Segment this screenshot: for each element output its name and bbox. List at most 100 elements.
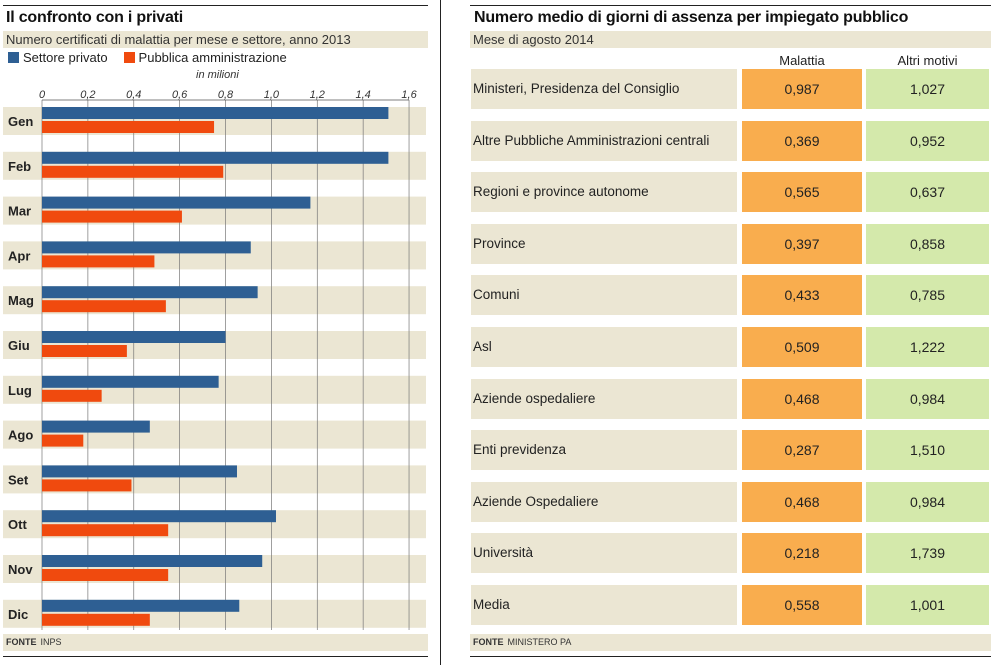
category-label: Gen [8, 114, 33, 129]
chart-unit-label: in milioni [196, 69, 239, 81]
cell-malattia: 0,369 [742, 120, 862, 161]
cell-altri: 0,984 [866, 378, 989, 419]
col-head-altri: Altri motivi [897, 53, 958, 68]
bar-pa [42, 255, 155, 268]
bar-privato [42, 420, 150, 433]
bar-privato [42, 241, 251, 254]
cell-malattia: 0,509 [742, 327, 862, 367]
top-rule-right [470, 5, 991, 6]
row-label: Università [471, 533, 737, 574]
x-tick-label: 1,6 [401, 89, 417, 101]
cell-altri: 0,785 [866, 275, 989, 316]
cell-altri: 0,952 [866, 120, 989, 161]
category-label: Mar [8, 204, 31, 219]
bar-privato [42, 286, 258, 299]
left-source-value: INPS [40, 637, 62, 647]
bar-pa [42, 345, 127, 357]
chart-legend: Settore privato Pubblica amministrazione [8, 50, 287, 65]
bar-privato [42, 599, 240, 612]
legend-item-privato: Settore privato [8, 50, 108, 65]
cell-altri: 1,739 [866, 533, 989, 574]
x-tick-label: 0,6 [172, 89, 188, 101]
x-tick-label: 0,2 [80, 89, 95, 101]
bar-chart: 0 0,2 0,4 0,6 0,8 1,0 1,2 1,4 1,6 Gen Feb Mar Apr Mag… [3, 89, 426, 630]
bottom-rule-right [470, 656, 991, 657]
bar-pa [42, 165, 224, 178]
left-subtitle: Numero certificati di malattia per mese … [3, 31, 428, 48]
category-label: Nov [8, 562, 33, 577]
bar-privato [42, 196, 311, 209]
left-source-label: FONTE [6, 637, 37, 647]
category-label: Lug [8, 383, 32, 398]
panel-separator [440, 0, 441, 665]
cell-malattia: 0,558 [742, 585, 862, 625]
bar-privato [42, 151, 389, 164]
category-label: Set [8, 472, 29, 487]
legend-item-pa: Pubblica amministrazione [123, 50, 287, 65]
cell-malattia: 0,218 [742, 533, 862, 574]
bar-pa [42, 389, 102, 402]
x-tick-label: 1,4 [356, 89, 371, 101]
row-label: Province [471, 223, 737, 264]
bar-privato [42, 510, 276, 523]
cell-malattia: 0,433 [742, 275, 862, 316]
bar-pa [42, 434, 84, 447]
bar-privato [42, 107, 389, 119]
left-source: FONTE INPS [3, 634, 428, 651]
cell-malattia: 0,565 [742, 172, 862, 213]
category-label: Feb [8, 159, 31, 174]
table-row: Ministeri, Presidenza del Consiglio 0,987… [471, 69, 989, 109]
row-label: Ministeri, Presidenza del Consiglio [471, 69, 737, 109]
x-tick-label: 0,8 [218, 89, 234, 101]
category-label: Apr [8, 248, 30, 263]
right-source-label: FONTE [473, 637, 504, 647]
table-row: Media 0,558 1,001 [471, 585, 989, 625]
x-tick-label: 0,4 [126, 89, 141, 101]
cell-malattia: 0,397 [742, 223, 862, 264]
table-row: Aziende Ospedaliere 0,468 0,984 [471, 481, 989, 522]
col-head-malattia: Malattia [779, 53, 825, 68]
legend-swatch-pa [123, 52, 135, 63]
cell-altri: 0,637 [866, 172, 989, 213]
legend-swatch-privato [8, 52, 19, 63]
bar-privato [42, 555, 263, 567]
legend-label-pa: Pubblica amministrazione [138, 50, 287, 65]
row-label: Regioni e province autonome [471, 172, 737, 213]
bar-privato [42, 331, 226, 343]
cell-altri: 1,027 [866, 69, 989, 109]
bar-pa [42, 479, 132, 492]
x-tick-label: 1,0 [264, 89, 280, 101]
cell-malattia: 0,468 [742, 481, 862, 522]
right-source: FONTE MINISTERO PA [470, 634, 991, 651]
row-label: Asl [471, 327, 737, 367]
cell-malattia: 0,468 [742, 378, 862, 419]
bar-pa [42, 524, 169, 537]
table-row: Altre Pubbliche Amministrazioni centrali… [471, 120, 989, 161]
category-label: Dic [8, 607, 28, 622]
bar-privato [42, 375, 219, 388]
x-tick-label: 1,2 [310, 89, 325, 101]
table-row: Aziende ospedaliere 0,468 0,984 [471, 378, 989, 419]
category-label: Mag [8, 293, 34, 308]
table-row: Comuni 0,433 0,785 [471, 275, 989, 316]
cell-altri: 1,222 [866, 327, 989, 367]
cell-malattia: 0,287 [742, 430, 862, 471]
table-row: Enti previdenza 0,287 1,510 [471, 430, 989, 471]
x-tick-label: 0 [39, 89, 46, 101]
category-label: Ago [8, 428, 33, 443]
right-subtitle: Mese di agosto 2014 [470, 31, 991, 48]
bar-pa [42, 210, 182, 223]
right-title: Numero medio di giorni di assenza per im… [474, 9, 909, 26]
table-row: Regioni e province autonome 0,565 0,637 [471, 172, 989, 213]
bottom-rule-left [3, 656, 428, 657]
table-row: Province 0,397 0,858 [471, 223, 989, 264]
row-label: Altre Pubbliche Amministrazioni centrali [471, 120, 737, 161]
bar-pa [42, 569, 169, 581]
row-label: Aziende ospedaliere [471, 378, 737, 419]
bar-pa [42, 300, 166, 313]
cell-altri: 0,858 [866, 223, 989, 264]
category-label: Giu [8, 338, 30, 353]
category-label: Ott [8, 517, 27, 532]
row-label: Aziende Ospedaliere [471, 481, 737, 522]
left-title: Il confronto con i privati [6, 9, 184, 26]
